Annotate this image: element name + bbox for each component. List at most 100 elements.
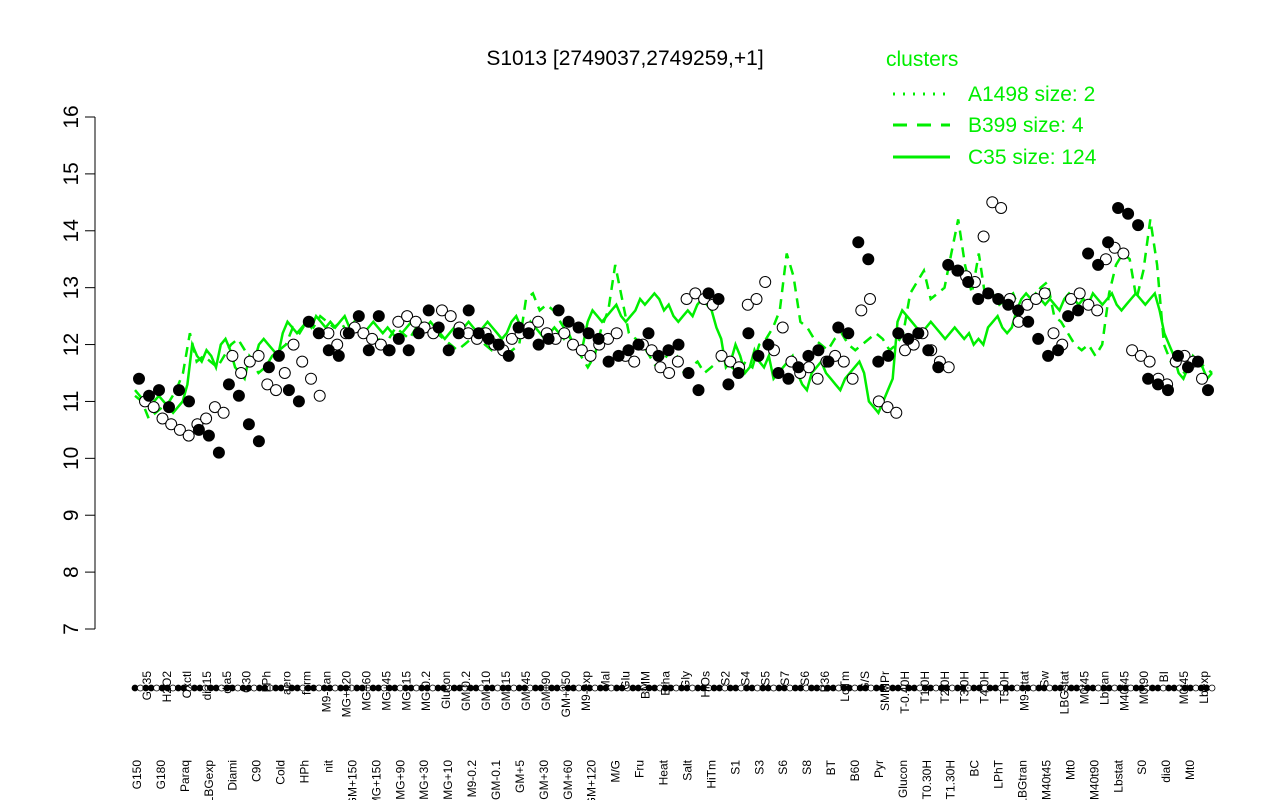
- data-point-open: [1143, 355, 1156, 368]
- data-point-open: [759, 276, 772, 288]
- x-tick-label: Lbexp: [1197, 671, 1211, 704]
- x-tick-label: Pyr: [872, 760, 886, 778]
- data-point-filled: [642, 327, 655, 340]
- chart-title: S1013 [2749037,2749259,+1]: [486, 47, 763, 70]
- y-tick-label: 9: [60, 509, 83, 521]
- data-point-filled: [153, 384, 165, 397]
- data-point-open: [811, 372, 824, 385]
- x-tick-label: GM+150: [559, 671, 573, 718]
- data-point-filled: [372, 310, 385, 323]
- x-tick-label: Diami: [226, 760, 240, 791]
- x-tick-label: S5: [758, 671, 772, 686]
- x-tick-label: M9-tran: [320, 671, 334, 712]
- x-tick-label: Sw: [1038, 671, 1052, 688]
- data-point-filled: [472, 327, 485, 340]
- x-tick-label: Cold: [274, 760, 288, 785]
- y-tick-label: 13: [60, 276, 83, 299]
- data-point-open: [1126, 344, 1139, 357]
- x-tick-label: ferm: [300, 671, 314, 695]
- data-point-filled: [252, 435, 265, 448]
- x-tick-label: M40t45: [1117, 671, 1131, 711]
- data-point-open: [147, 401, 160, 414]
- data-point-filled: [812, 344, 825, 357]
- data-point-filled: [782, 372, 795, 385]
- data-point-filled: [522, 327, 535, 340]
- data-point-filled: [662, 344, 675, 357]
- data-point-open: [200, 412, 213, 425]
- x-tick-label: LBGexp: [202, 760, 216, 800]
- x-tick-label: T1.0H: [918, 671, 932, 704]
- x-tick-label: G/S: [858, 671, 872, 692]
- x-tick-label: T-0.40H: [898, 671, 912, 714]
- x-tick-label: GM+45: [519, 671, 533, 711]
- x-tick-label: GM+5: [513, 760, 527, 793]
- x-tick-label: S0: [1135, 760, 1149, 775]
- data-point-open: [505, 332, 518, 345]
- data-point-open: [305, 372, 317, 385]
- data-point-open: [270, 384, 282, 397]
- x-tick-label: GM+90: [539, 671, 553, 711]
- data-point-open: [689, 287, 702, 300]
- x-tick-label: Glucon: [439, 671, 453, 709]
- data-point-filled: [932, 361, 945, 374]
- x-tick-label: MG+15: [399, 671, 413, 711]
- x-tick-label: S6: [798, 671, 812, 686]
- data-point-filled: [852, 236, 865, 249]
- x-tick-label: G135: [140, 671, 154, 701]
- x-tick-label: M9-0.2: [465, 760, 479, 798]
- x-tick-label: S8: [800, 760, 814, 775]
- data-point-filled: [542, 332, 555, 345]
- y-tick-label: 8: [60, 566, 83, 578]
- x-tick-label: Lbtran: [1097, 671, 1111, 705]
- x-tick-label: M/G: [609, 760, 623, 783]
- legend-entry-a1498: A1498 size: 2: [968, 83, 1095, 106]
- data-point-filled: [952, 264, 965, 277]
- data-point-open: [1030, 293, 1042, 305]
- data-point-filled: [982, 287, 995, 300]
- data-point-open: [846, 372, 859, 385]
- x-tick-label: T0.30H: [920, 760, 934, 799]
- x-tick-label: MG+120: [339, 671, 353, 718]
- data-point-open: [1038, 287, 1051, 300]
- data-point-open: [217, 406, 230, 419]
- legend-entry-b399: B399 size: 4: [968, 114, 1084, 137]
- data-point-filled: [322, 344, 335, 357]
- data-point-open: [558, 327, 571, 340]
- data-point-filled: [1142, 372, 1155, 385]
- data-point-filled: [612, 349, 625, 362]
- x-tick-label: MG+45: [379, 671, 393, 711]
- data-point-open: [401, 310, 414, 323]
- x-tick-label: C90: [250, 760, 264, 782]
- data-point-open: [610, 327, 623, 340]
- data-point-filled: [832, 321, 845, 334]
- data-point-filled: [752, 349, 765, 362]
- x-tick-label: G150: [130, 760, 144, 790]
- data-point-filled: [1032, 332, 1045, 345]
- data-point-open: [331, 338, 344, 351]
- data-point-filled: [882, 349, 895, 362]
- x-tick-label: GM+150: [345, 760, 359, 800]
- x-tick-label: GM+10: [479, 671, 493, 711]
- x-tick-label: BI: [1157, 671, 1171, 682]
- data-point-open: [1091, 304, 1104, 317]
- data-point-open: [855, 304, 868, 317]
- data-point-filled: [482, 332, 495, 345]
- data-point-filled: [352, 310, 365, 323]
- data-point-filled: [552, 304, 565, 317]
- x-rug-marker: [1208, 684, 1216, 692]
- x-tick-label: LPhT: [992, 759, 1006, 788]
- x-tick-label: LBGstat: [1057, 670, 1071, 714]
- x-tick-label: dia0: [1159, 760, 1173, 783]
- data-point-open: [750, 293, 763, 305]
- data-point-filled: [1192, 355, 1204, 368]
- x-tick-label: MG+30: [417, 760, 431, 800]
- data-point-filled: [792, 361, 805, 374]
- data-point-open: [278, 367, 291, 379]
- x-tick-label: HiTm: [704, 760, 718, 789]
- x-tick-label: B36: [818, 671, 832, 693]
- x-tick-label: T3.0H: [958, 671, 972, 704]
- data-point-filled: [802, 349, 815, 362]
- x-tick-label: GM+30: [537, 760, 551, 800]
- data-point-filled: [762, 338, 775, 351]
- x-tick-label: dia15: [200, 671, 214, 701]
